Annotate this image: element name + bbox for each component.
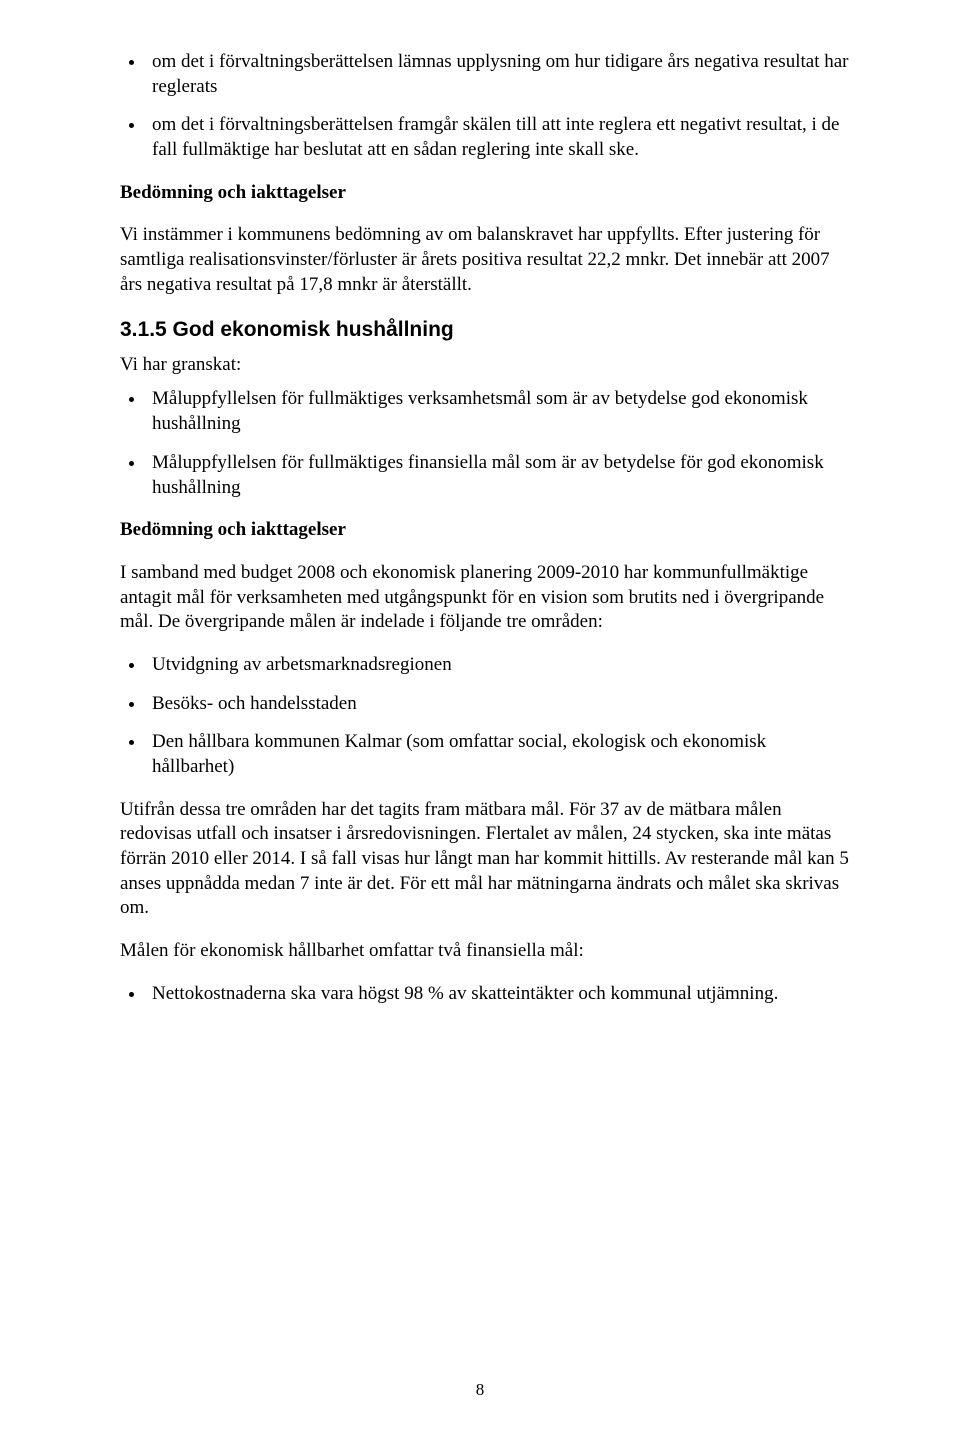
body-paragraph: Vi instämmer i kommunens bedömning av om… — [120, 223, 850, 297]
list-item: Måluppfyllelsen för fullmäktiges finansi… — [146, 451, 850, 500]
list-item: Nettokostnaderna ska vara högst 98 % av … — [146, 982, 850, 1007]
body-paragraph: Målen för ekonomisk hållbarhet omfattar … — [120, 939, 850, 964]
bullet-list-3: Utvidgning av arbetsmarknadsregionen Bes… — [120, 653, 850, 780]
bullet-list-4: Nettokostnaderna ska vara högst 98 % av … — [120, 982, 850, 1007]
reviewed-intro: Vi har granskat: — [120, 353, 850, 378]
list-item: Måluppfyllelsen för fullmäktiges verksam… — [146, 387, 850, 436]
page-container: om det i förvaltningsberättelsen lämnas … — [0, 0, 960, 1429]
bullet-list-1: om det i förvaltningsberättelsen lämnas … — [120, 50, 850, 163]
body-paragraph: Utifrån dessa tre områden har det tagits… — [120, 798, 850, 921]
list-item: Den hållbara kommunen Kalmar (som omfatt… — [146, 730, 850, 779]
assessment-heading: Bedömning och iakttagelser — [120, 181, 850, 206]
assessment-heading: Bedömning och iakttagelser — [120, 518, 850, 543]
list-item: om det i förvaltningsberättelsen lämnas … — [146, 50, 850, 99]
body-paragraph: I samband med budget 2008 och ekonomisk … — [120, 561, 850, 635]
list-item: Utvidgning av arbetsmarknadsregionen — [146, 653, 850, 678]
bullet-list-2: Måluppfyllelsen för fullmäktiges verksam… — [120, 387, 850, 500]
list-item: om det i förvaltningsberättelsen framgår… — [146, 113, 850, 162]
list-item: Besöks- och handelsstaden — [146, 692, 850, 717]
section-heading-315: 3.1.5 God ekonomisk hushållning — [120, 316, 850, 343]
page-number: 8 — [0, 1379, 960, 1401]
